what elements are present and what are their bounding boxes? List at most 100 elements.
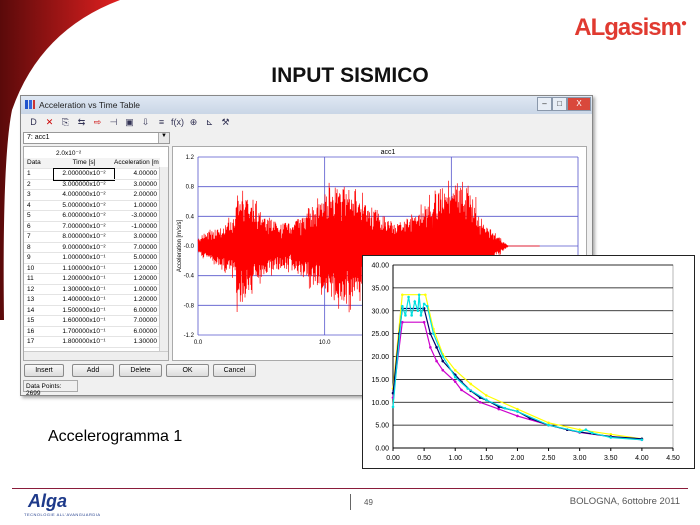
table-cell[interactable]: 1.200000x10⁻¹ — [54, 274, 114, 285]
data-point — [609, 436, 613, 439]
paste-icon[interactable]: ⇨ — [93, 117, 102, 127]
sort-icon[interactable]: ≡ — [158, 117, 165, 127]
new-icon[interactable]: D — [30, 117, 37, 127]
data-point — [453, 380, 457, 383]
table-cell[interactable]: 12 — [24, 285, 54, 295]
table-cell[interactable]: 7.00000 — [114, 316, 160, 327]
data-point — [429, 346, 432, 349]
table-cell[interactable]: 2.000000x10⁻² — [53, 168, 115, 181]
dataset-select[interactable]: 7: acc1 ▼ — [23, 132, 170, 144]
table-cell[interactable]: -3.00000 — [114, 211, 160, 222]
y-tick-label: 1.2 — [186, 155, 195, 161]
preview-icon[interactable]: ⎘ — [61, 117, 70, 127]
x-tick-label: 3.50 — [604, 455, 618, 462]
table-cell[interactable]: 1.500000x10⁻¹ — [54, 306, 114, 316]
cell-edit-value[interactable]: 2.0x10⁻² — [56, 150, 82, 157]
table-cell[interactable]: 1.00000 — [114, 201, 160, 211]
table-cell[interactable]: 1.800000x10⁻¹ — [54, 337, 114, 348]
table-cell[interactable]: 7.000000x10⁻² — [54, 222, 114, 232]
table-cell[interactable]: 6.00000 — [114, 306, 160, 316]
table-cell[interactable]: 9.000000x10⁻² — [54, 243, 114, 253]
table-cell[interactable]: 3.00000 — [114, 232, 160, 243]
y-tick-label: 0.8 — [186, 185, 195, 191]
table-cell[interactable]: 6.000000x10⁻² — [54, 211, 114, 222]
table-cell[interactable]: 1.20000 — [114, 274, 160, 285]
column-header[interactable]: Data — [24, 158, 54, 169]
insert-button[interactable]: Insert — [24, 364, 64, 377]
table-cell[interactable]: 5 — [24, 211, 54, 222]
table-cell[interactable]: 1.00000 — [114, 285, 160, 295]
vertical-scrollbar[interactable] — [159, 167, 168, 351]
page-number: 49 — [364, 498, 373, 507]
chart-icon[interactable]: ⊾ — [205, 117, 214, 127]
minimize-button[interactable]: – — [537, 97, 552, 111]
delete-icon[interactable]: ✕ — [45, 117, 54, 127]
y-tick-label: -0.8 — [184, 303, 195, 309]
table-cell[interactable]: 1.000000x10⁻¹ — [54, 253, 114, 264]
marker-icon[interactable]: ⊣ — [109, 117, 118, 127]
function-icon[interactable]: f(x) — [171, 117, 184, 127]
horizontal-scrollbar[interactable] — [24, 351, 168, 360]
table-cell[interactable]: 2 — [24, 180, 54, 190]
maximize-button[interactable]: □ — [552, 97, 567, 111]
settings-icon[interactable]: ⊕ — [189, 117, 198, 127]
table-cell[interactable]: 1.100000x10⁻¹ — [54, 264, 114, 274]
table-cell[interactable]: 8.000000x10⁻² — [54, 232, 114, 243]
table-cell[interactable]: 1.700000x10⁻¹ — [54, 327, 114, 337]
ok-button[interactable]: OK — [166, 364, 209, 377]
x-tick-label: 2.50 — [542, 455, 556, 462]
x-tick-label: 3.00 — [573, 455, 587, 462]
close-button[interactable]: X — [567, 97, 591, 111]
x-tick-label: 1.50 — [480, 455, 494, 462]
clear-icon[interactable]: ▣ — [125, 117, 134, 127]
data-point — [609, 432, 613, 436]
table-cell[interactable]: 7 — [24, 232, 54, 243]
data-point — [485, 398, 488, 402]
data-point — [478, 400, 482, 404]
data-point — [419, 314, 423, 317]
table-cell[interactable]: 17 — [24, 337, 54, 348]
table-cell[interactable]: 1.20000 — [114, 295, 160, 306]
table-cell[interactable]: 1.300000x10⁻¹ — [54, 285, 114, 295]
table-cell[interactable]: 11 — [24, 274, 54, 285]
delete-button[interactable]: Delete — [119, 364, 162, 377]
copy-icon[interactable]: ⇆ — [77, 117, 86, 127]
table-cell[interactable]: 1 — [24, 169, 54, 180]
column-header[interactable]: Time [s] — [54, 158, 114, 169]
table-cell[interactable]: 13 — [24, 295, 54, 306]
table-cell[interactable]: 1.20000 — [114, 264, 160, 274]
table-cell[interactable]: 5.000000x10⁻² — [54, 201, 114, 211]
table-cell[interactable]: 1.400000x10⁻¹ — [54, 295, 114, 306]
table-cell[interactable]: 3 — [24, 190, 54, 201]
table-cell[interactable]: 6 — [24, 222, 54, 232]
data-point — [453, 375, 457, 379]
add-button[interactable]: Add — [72, 364, 114, 377]
table-cell[interactable]: 3.000000x10⁻² — [54, 180, 114, 190]
table-cell[interactable]: 5.00000 — [114, 253, 160, 264]
table-cell[interactable]: 3.00000 — [114, 180, 160, 190]
column-header[interactable]: Acceleration [m — [114, 158, 160, 169]
app-icon — [25, 100, 35, 109]
cancel-button[interactable]: Cancel — [213, 364, 256, 377]
table-cell[interactable]: 1.600000x10⁻¹ — [54, 316, 114, 327]
table-cell[interactable]: 4.000000x10⁻² — [54, 190, 114, 201]
table-cell[interactable]: 8 — [24, 243, 54, 253]
title-bar: Acceleration vs Time Table – □ X — [21, 96, 592, 114]
y-tick-label: 25.00 — [371, 331, 389, 338]
tool-icon[interactable]: ⚒ — [221, 117, 230, 127]
table-cell[interactable]: 2.00000 — [114, 190, 160, 201]
data-point — [417, 293, 421, 297]
table-cell[interactable]: -1.00000 — [114, 222, 160, 232]
table-cell[interactable]: 15 — [24, 316, 54, 327]
table-cell[interactable]: 6.00000 — [114, 327, 160, 337]
table-cell[interactable]: 14 — [24, 306, 54, 316]
table-cell[interactable]: 9 — [24, 253, 54, 264]
data-point — [429, 332, 432, 335]
table-cell[interactable]: 1.30000 — [114, 337, 160, 348]
table-cell[interactable]: 4.00000 — [114, 169, 160, 180]
table-cell[interactable]: 10 — [24, 264, 54, 274]
import-icon[interactable]: ⇩ — [141, 117, 150, 127]
table-cell[interactable]: 4 — [24, 201, 54, 211]
table-cell[interactable]: 16 — [24, 327, 54, 337]
table-cell[interactable]: 7.00000 — [114, 243, 160, 253]
